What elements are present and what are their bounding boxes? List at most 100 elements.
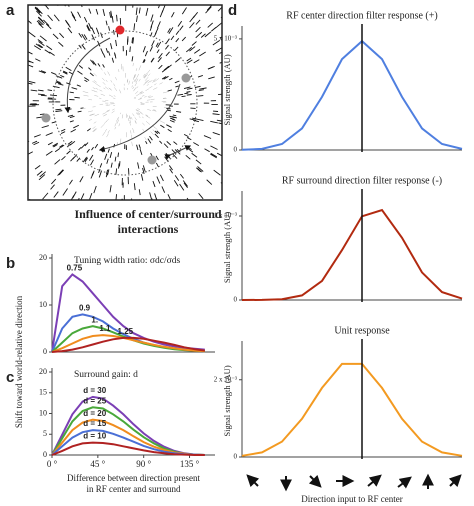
motion-dash — [257, 132, 266, 134]
motion-dash — [129, 115, 131, 119]
motion-dash — [54, 147, 61, 153]
motion-dash — [149, 26, 153, 31]
motion-dash — [261, 55, 268, 57]
motion-dash — [128, 118, 130, 122]
motion-dash — [135, 109, 140, 112]
motion-dash — [141, 95, 145, 97]
motion-dash — [175, 57, 181, 63]
motion-dash — [241, 156, 249, 160]
motion-dash — [5, 182, 13, 188]
motion-dash — [114, 53, 117, 59]
motion-dash — [134, 120, 137, 123]
motion-dash — [84, 156, 88, 161]
motion-dash — [212, 113, 220, 116]
motion-dash — [86, 24, 91, 32]
motion-dash — [145, 114, 149, 117]
motion-dash — [196, 167, 201, 172]
motion-dash — [45, 23, 52, 30]
y-axis-label: Shift toward world-relative direction — [14, 295, 24, 428]
motion-dash — [79, 246, 81, 254]
motion-dash — [93, 0, 95, 3]
motion-dash — [269, 116, 279, 117]
motion-dash — [163, 107, 169, 109]
motion-dash — [183, 134, 189, 137]
motion-dash — [93, 121, 97, 124]
motion-dash — [89, 113, 94, 116]
motion-dash — [61, 0, 65, 1]
motion-dash — [216, 152, 222, 157]
motion-dash — [19, 60, 25, 62]
motion-dash — [100, 228, 101, 236]
motion-dash — [145, 7, 149, 16]
motion-dash — [43, 19, 50, 26]
motion-dash — [13, 76, 19, 77]
motion-dash — [154, 83, 157, 86]
motion-dash — [174, 175, 180, 181]
motion-dash — [106, 158, 109, 164]
motion-dash — [82, 91, 89, 94]
motion-dash — [133, 23, 136, 31]
motion-dash — [202, 220, 208, 229]
motion-dash — [40, 223, 45, 231]
motion-dash — [133, 97, 136, 99]
motion-dash — [110, 43, 113, 50]
motion-dash — [0, 133, 2, 135]
motion-dash — [205, 6, 212, 14]
gray-dot — [41, 113, 51, 123]
motion-dash — [129, 46, 131, 53]
motion-dash — [251, 153, 260, 157]
motion-dash — [195, 159, 202, 165]
motion-dash — [105, 20, 108, 26]
motion-dash — [167, 128, 172, 133]
motion-dash — [138, 189, 141, 196]
motion-dash — [76, 84, 81, 87]
motion-dash — [73, 124, 80, 129]
motion-dash — [41, 125, 49, 129]
motion-dash — [84, 142, 89, 147]
motion-dash — [199, 51, 206, 57]
motion-dash — [250, 63, 257, 65]
motion-dash — [263, 122, 271, 123]
motion-dash — [98, 171, 102, 178]
motion-dash — [135, 68, 138, 71]
heading: Influence of center/surround — [74, 207, 221, 221]
motion-dash — [100, 124, 105, 128]
motion-dash — [34, 164, 41, 170]
motion-dash — [132, 127, 135, 134]
panel-a-overlay — [41, 25, 198, 176]
motion-dash — [150, 131, 154, 136]
motion-dash — [144, 137, 147, 141]
motion-dash — [153, 242, 155, 250]
motion-dash — [94, 113, 100, 117]
motion-dash — [78, 44, 82, 49]
motion-dash — [237, 82, 246, 84]
motion-dash — [145, 88, 150, 91]
motion-dash — [135, 78, 139, 83]
x-axis-label: in RF center and surround — [87, 484, 181, 494]
motion-dash — [55, 110, 63, 112]
motion-dash — [149, 86, 153, 89]
motion-dash — [274, 114, 282, 115]
motion-dash — [232, 43, 238, 46]
motion-dash — [98, 168, 101, 174]
motion-dash — [131, 37, 134, 43]
motion-dash — [93, 72, 97, 77]
motion-dash — [229, 142, 236, 145]
motion-dash — [246, 135, 254, 137]
motion-dash — [70, 11, 76, 19]
motion-dash — [90, 159, 94, 166]
motion-dash — [0, 34, 3, 39]
motion-dash — [219, 61, 222, 64]
motion-dash — [24, 202, 30, 209]
motion-dash — [99, 89, 103, 92]
motion-dash — [170, 35, 175, 41]
motion-dash — [97, 63, 101, 67]
arrow-icon — [308, 474, 322, 488]
panel-label: a — [6, 2, 15, 19]
motion-dash — [101, 77, 105, 81]
motion-dash — [62, 188, 68, 196]
motion-dash — [159, 82, 163, 85]
motion-dash — [204, 31, 212, 38]
motion-dash — [22, 93, 28, 94]
motion-dash — [39, 35, 47, 42]
